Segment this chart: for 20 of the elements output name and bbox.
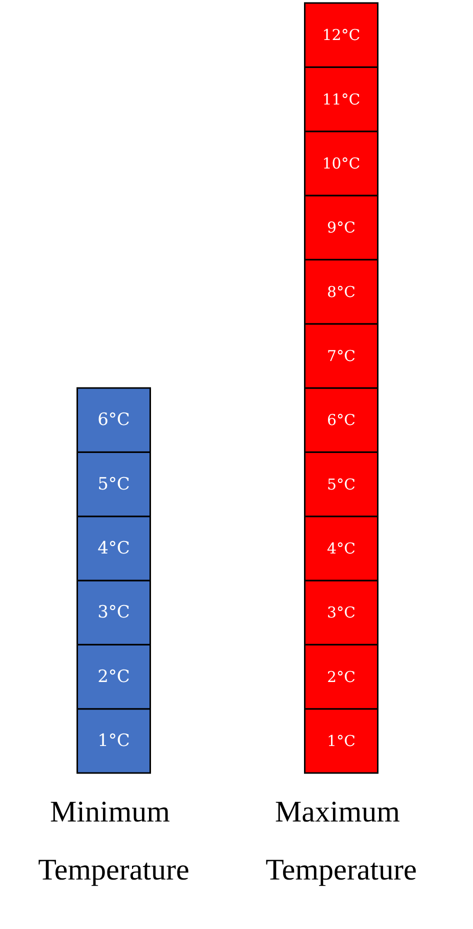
y2-tick-label: 9°C [326, 218, 356, 237]
y-tick-label: 4°C [98, 538, 130, 558]
y2-tick-label: 3°C [326, 604, 356, 622]
y-tick-label: 3°C [98, 602, 130, 623]
y2-tick-label: 8°C [326, 282, 356, 301]
y-tick-label: 6°C [98, 410, 130, 430]
y2-tick-label: 12°C [322, 26, 360, 44]
y2-tick-label: 4°C [326, 539, 356, 558]
y2-tick-label: 7°C [326, 346, 356, 365]
y2-tick-label: 1°C [326, 732, 356, 750]
y2-tick-label: 10°C [322, 154, 360, 172]
y-tick-label: 1°C [98, 730, 130, 751]
y2-tick-label: 11°C [322, 90, 360, 108]
y2-tick-label: 5°C [326, 475, 356, 494]
y-tick-label: 5°C [98, 474, 130, 494]
x-tick-label: Maximum Temperature [266, 796, 417, 886]
y2-tick-label: 6°C [326, 411, 356, 430]
y2-tick-label: 2°C [326, 668, 356, 686]
y-tick-label: 2°C [98, 666, 130, 687]
x-tick-label: Minimum Temperature [38, 796, 190, 886]
